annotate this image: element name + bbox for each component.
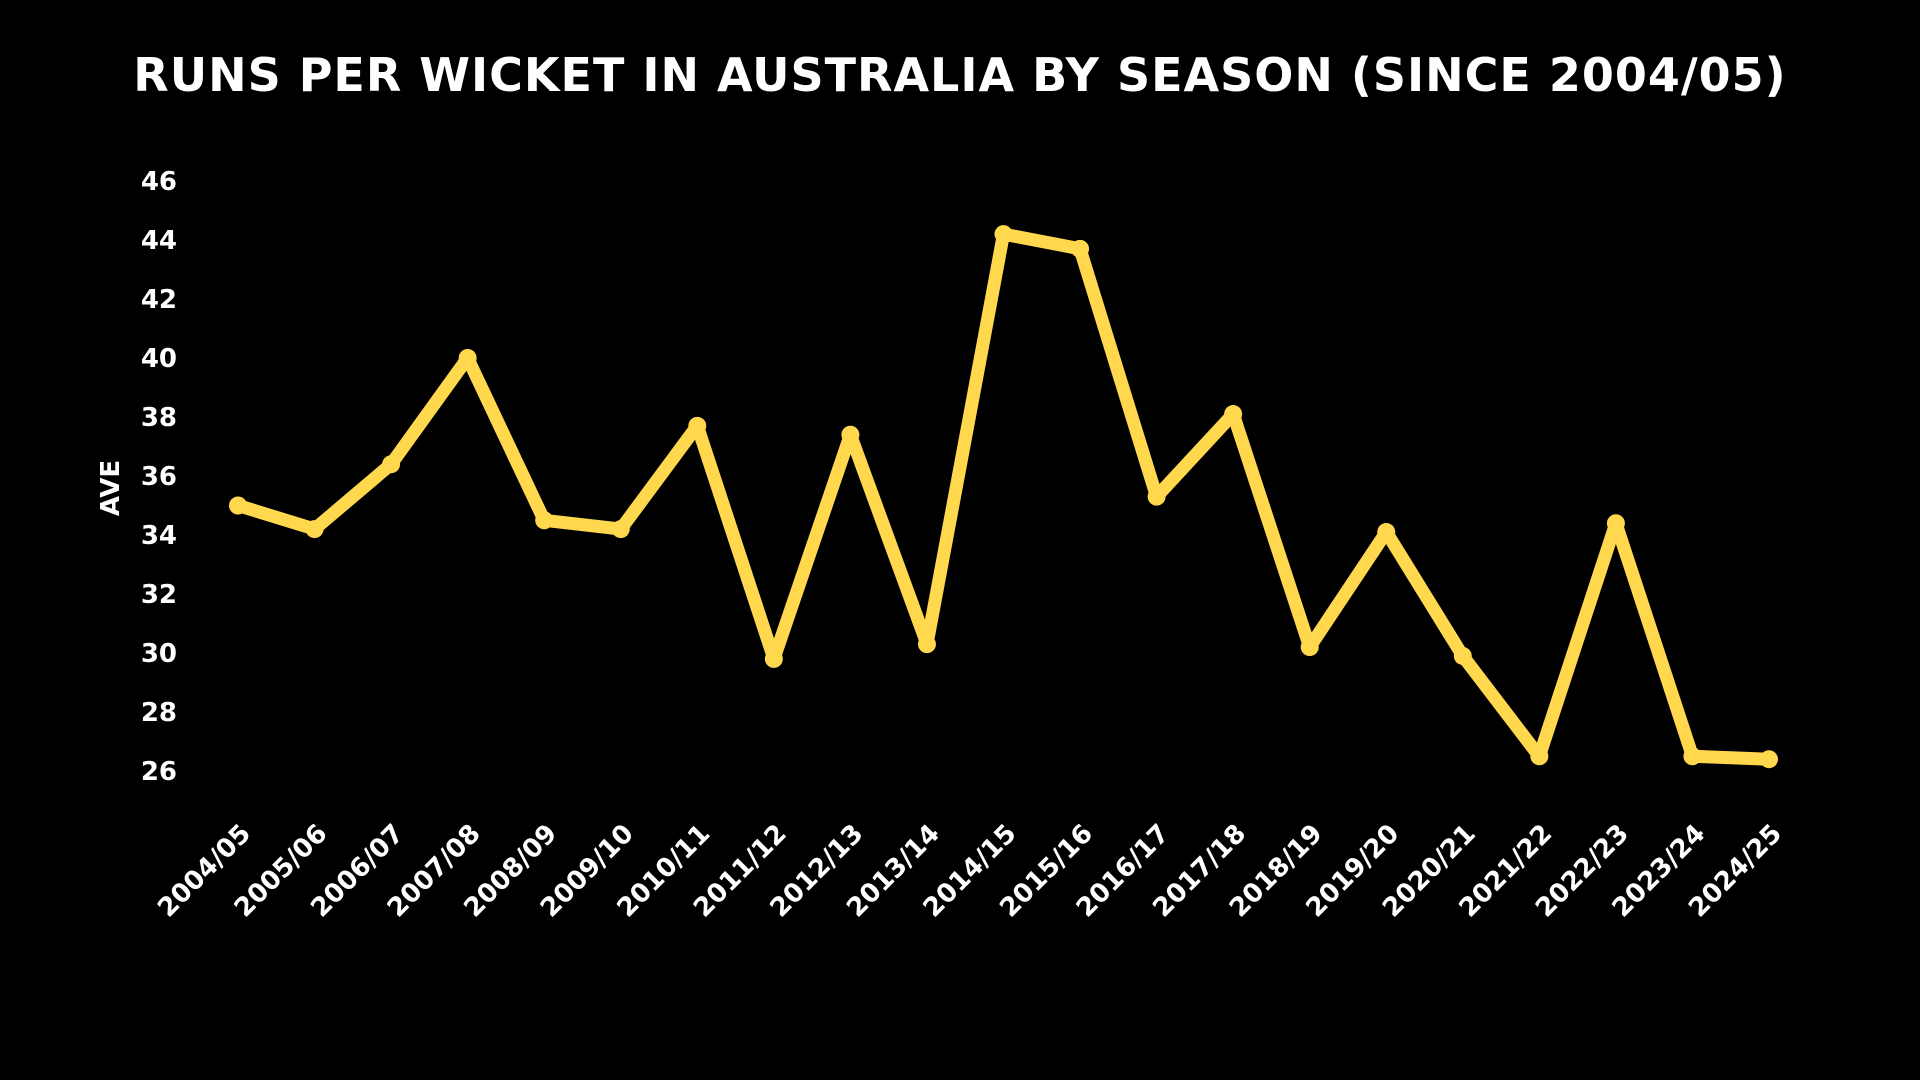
data-point bbox=[229, 496, 247, 515]
data-point bbox=[1300, 638, 1319, 657]
y-tick-labels: 46 44 42 40 38 36 34 32 30 28 26 bbox=[141, 167, 177, 787]
y-tick-label: 36 bbox=[141, 462, 177, 492]
y-tick-label: 44 bbox=[141, 226, 177, 256]
y-tick-label: 28 bbox=[141, 698, 177, 728]
y-tick-label: 26 bbox=[141, 757, 177, 787]
data-point bbox=[1760, 750, 1778, 769]
data-point bbox=[841, 425, 860, 444]
data-point bbox=[994, 225, 1013, 244]
data-point bbox=[1147, 487, 1166, 506]
data-point bbox=[535, 511, 554, 530]
data-point bbox=[688, 416, 707, 435]
y-tick-label: 30 bbox=[141, 639, 177, 669]
y-tick-label: 42 bbox=[141, 285, 177, 315]
data-point bbox=[458, 349, 477, 367]
data-point bbox=[764, 649, 783, 668]
y-tick-label: 40 bbox=[141, 344, 177, 374]
data-point bbox=[1606, 514, 1625, 533]
y-tick-label: 46 bbox=[141, 167, 177, 197]
data-point bbox=[1453, 646, 1472, 665]
series-group bbox=[229, 225, 1778, 769]
series-line bbox=[231, 227, 1776, 766]
x-tick-labels: 2004/052005/062006/072007/082008/092009/… bbox=[152, 819, 1788, 924]
y-tick-label: 32 bbox=[141, 580, 177, 610]
data-point bbox=[1530, 747, 1549, 766]
data-point bbox=[1224, 405, 1243, 424]
data-point bbox=[305, 520, 324, 539]
data-point bbox=[1683, 747, 1702, 766]
data-point bbox=[1071, 239, 1090, 258]
y-tick-label: 38 bbox=[141, 403, 177, 433]
chart-title: Runs per wicket in Australia by Season (… bbox=[133, 48, 1787, 102]
y-axis-title: AVE bbox=[96, 460, 126, 516]
data-point bbox=[1377, 523, 1396, 542]
data-point bbox=[611, 520, 630, 539]
data-point bbox=[382, 455, 401, 474]
data-point bbox=[917, 635, 936, 654]
y-tick-label: 34 bbox=[141, 521, 177, 551]
